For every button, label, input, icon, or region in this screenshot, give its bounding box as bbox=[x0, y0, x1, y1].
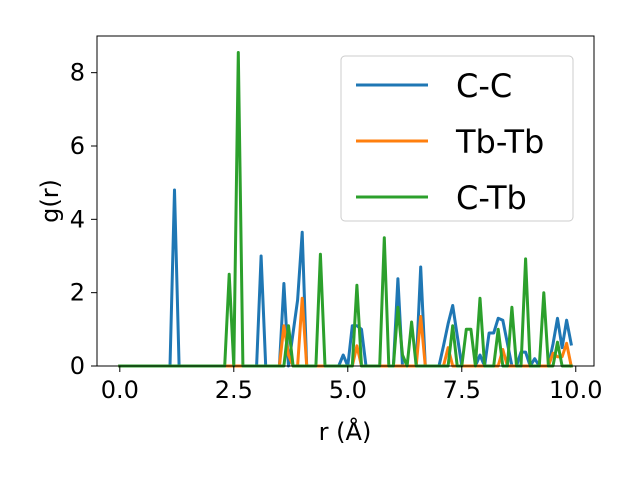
y-tick-label: 2 bbox=[70, 279, 85, 307]
legend-label-tb-tb: Tb-Tb bbox=[455, 123, 544, 161]
y-axis: 0 2 4 6 8 bbox=[70, 59, 97, 380]
y-tick-label: 6 bbox=[70, 132, 85, 160]
y-tick-label: 8 bbox=[70, 59, 85, 87]
legend-box bbox=[340, 55, 574, 222]
y-axis-label: g(r) bbox=[36, 179, 64, 223]
legend: C-C Tb-Tb C-Tb bbox=[340, 55, 574, 222]
legend-label-c-c: C-C bbox=[456, 67, 512, 105]
x-tick-label: 10.0 bbox=[549, 376, 602, 404]
x-tick-label: 2.5 bbox=[215, 376, 253, 404]
x-axis: 0.0 2.5 5.0 7.5 10.0 bbox=[101, 366, 602, 404]
y-tick-label: 0 bbox=[70, 352, 85, 380]
x-tick-label: 0.0 bbox=[101, 376, 139, 404]
legend-label-c-tb: C-Tb bbox=[456, 179, 527, 217]
x-tick-label: 7.5 bbox=[443, 376, 481, 404]
plot-frame bbox=[96, 35, 595, 367]
x-tick-label: 5.0 bbox=[329, 376, 367, 404]
series-line-tb-tb bbox=[118, 296, 573, 368]
x-axis-label: r (Å) bbox=[319, 417, 372, 446]
y-tick-label: 4 bbox=[70, 205, 85, 233]
